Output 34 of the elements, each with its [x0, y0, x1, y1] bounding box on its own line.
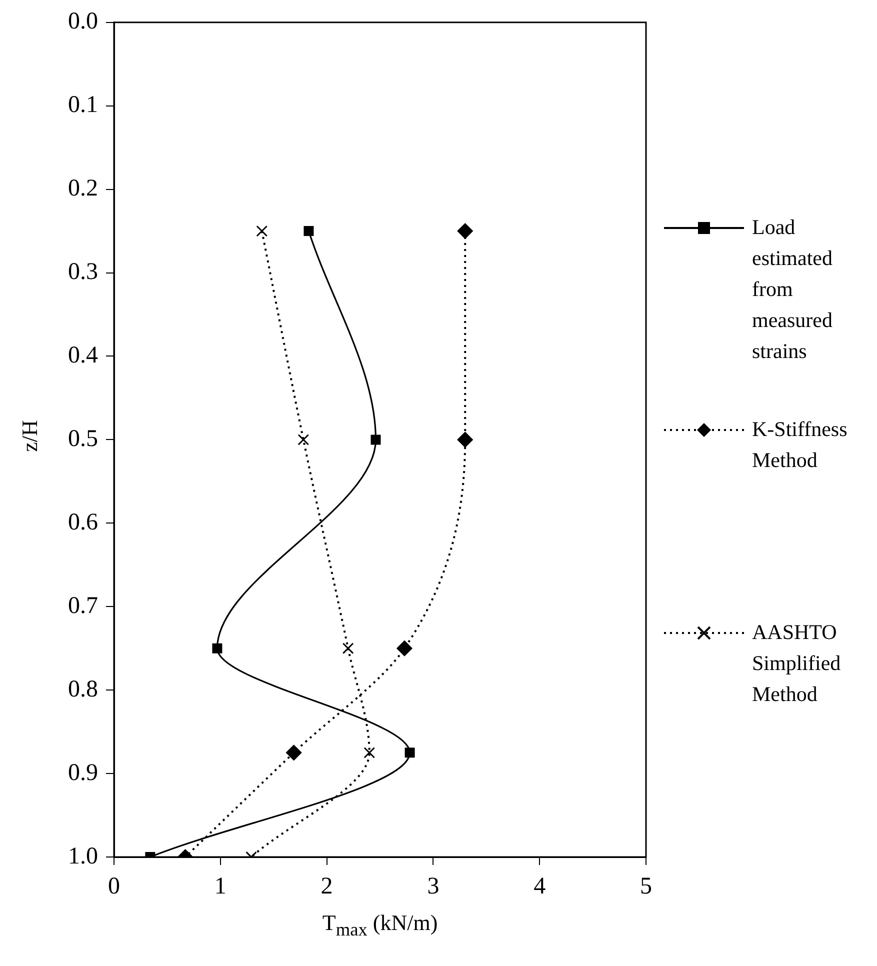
y-tick-label: 0.2 — [68, 176, 98, 202]
x-tick-label: 2 — [320, 874, 333, 900]
point — [396, 640, 412, 656]
point — [342, 642, 354, 654]
y-tick-label: 0.9 — [68, 760, 98, 786]
y-tick-label: 0.6 — [68, 509, 98, 536]
x-axis-title: T$_{max}$ (kN/m) — [321, 910, 439, 940]
point — [370, 434, 381, 445]
point — [298, 434, 310, 446]
y-tick-label: 0.0 — [68, 8, 98, 35]
legend-label: K-Stiffness Method — [752, 416, 848, 474]
y-tick-label: 0.7 — [68, 592, 98, 619]
y-tick-label: 1.0 — [68, 843, 98, 870]
x-tick-label: 3 — [427, 874, 440, 900]
point — [364, 746, 376, 758]
legend-label: Load estimated from measured strains — [752, 214, 834, 365]
y-tick-label: 0.5 — [68, 426, 98, 452]
point — [304, 226, 314, 236]
x-tick-label: 1 — [214, 874, 226, 900]
point — [457, 223, 473, 239]
y-axis-title: z/H — [17, 420, 43, 452]
y-tick-label: 0.3 — [68, 259, 98, 286]
x-tick-label: 5 — [640, 874, 652, 900]
point — [256, 225, 268, 237]
point — [212, 643, 222, 654]
x-tick-label: 0 — [108, 874, 120, 900]
y-tick-label: 0.4 — [68, 342, 98, 369]
legend-label: AASHTO Simplified Method — [752, 619, 842, 708]
y-tick-label: 0.8 — [68, 676, 98, 702]
point — [457, 432, 473, 448]
point — [286, 744, 302, 760]
point — [404, 748, 415, 758]
x-tick-label: 4 — [534, 874, 546, 900]
y-tick-label: 0.1 — [68, 92, 98, 118]
